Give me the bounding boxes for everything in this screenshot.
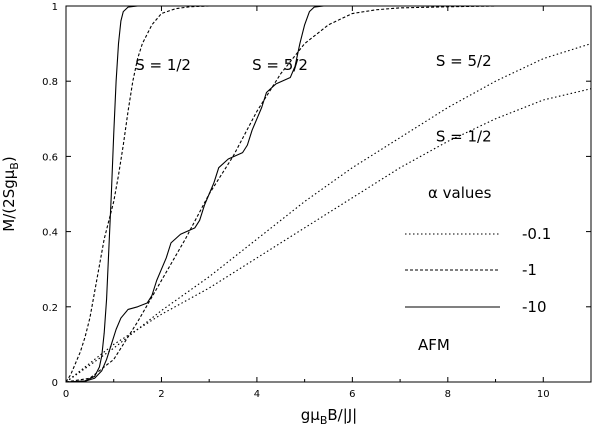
legend-label-2: -10 xyxy=(522,298,547,316)
y-tick-label-0: 0 xyxy=(52,378,58,389)
annotation-2: S = 5/2 xyxy=(436,52,492,70)
tick-labels: 0 2 4 6 8 10 0 0.2 0.4 0.6 0.8 1 xyxy=(42,2,550,400)
x-tick-label-1: 2 xyxy=(158,389,164,400)
curves xyxy=(65,5,592,383)
x-tick-label-4: 8 xyxy=(445,389,451,400)
x-tick-label-5: 10 xyxy=(537,389,550,400)
legend-footer: AFM xyxy=(418,336,450,354)
x-tick-label-3: 6 xyxy=(349,389,355,400)
y-axis-title: M/(2SgμB) xyxy=(0,156,21,231)
curve-dashed-s5-2 xyxy=(65,5,591,383)
y-tick-label-4: 0.8 xyxy=(42,77,58,88)
curve-dotted-s5-2 xyxy=(65,43,592,383)
x-axis-title: gμBB/|J| xyxy=(301,406,358,427)
y-tick-label-3: 0.6 xyxy=(42,152,58,163)
legend-label-0: -0.1 xyxy=(522,225,551,243)
x-tick-label-2: 4 xyxy=(254,389,260,400)
axis-ticks xyxy=(65,5,591,383)
legend-label-1: -1 xyxy=(522,261,537,279)
curve-solid-s5-2 xyxy=(65,5,591,383)
y-tick-label-5: 1 xyxy=(52,2,58,13)
annotation-1: S = 5/2 xyxy=(252,56,308,74)
y-tick-label-1: 0.2 xyxy=(42,303,58,314)
legend: α values -0.1 -1 -10 AFM xyxy=(405,184,551,354)
curve-solid-s1-2 xyxy=(65,5,591,383)
legend-title: α values xyxy=(428,184,492,202)
x-tick-label-0: 0 xyxy=(63,389,69,400)
y-tick-label-2: 0.4 xyxy=(42,228,58,239)
annotation-3: S = 1/2 xyxy=(436,127,492,145)
annotation-0: S = 1/2 xyxy=(135,56,191,74)
curve-annotations: S = 1/2 S = 5/2 S = 5/2 S = 1/2 xyxy=(135,52,491,145)
curve-dotted-s1-2 xyxy=(65,88,592,383)
